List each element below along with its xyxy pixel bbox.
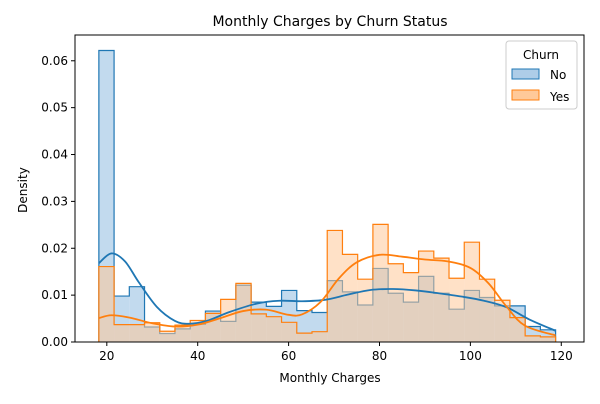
bar-yes-3 <box>144 322 160 342</box>
bar-yes-0 <box>98 266 115 342</box>
bar-yes-22 <box>433 258 450 342</box>
bar-yes-25 <box>479 279 495 342</box>
bar-yes-26 <box>494 300 510 342</box>
bar-yes-7 <box>205 313 221 342</box>
chart-title: Monthly Charges by Churn Status <box>212 14 447 30</box>
bar-yes-18 <box>372 224 389 342</box>
plot-area <box>98 49 557 343</box>
legend-label-yes: Yes <box>549 90 569 104</box>
y-tick-label: 0.03 <box>41 194 68 208</box>
x-axis-label: Monthly Charges <box>279 371 380 385</box>
kde-line-no <box>98 252 556 332</box>
bar-yes-28 <box>525 335 541 342</box>
y-tick-label: 0.04 <box>41 148 68 162</box>
legend-title: Churn <box>523 48 559 62</box>
legend: Churn No Yes <box>505 40 578 110</box>
y-tick-label: 0.00 <box>41 335 68 349</box>
bar-yes-24 <box>464 242 480 342</box>
y-tick-label: 0.02 <box>41 241 68 255</box>
y-axis-label: Density <box>16 167 30 213</box>
bar-yes-8 <box>220 299 236 342</box>
y-tick-label: 0.05 <box>41 101 68 115</box>
legend-label-no: No <box>550 68 566 82</box>
x-tick-label: 60 <box>281 349 296 363</box>
bar-yes-16 <box>342 254 358 342</box>
bar-yes-11 <box>266 316 282 342</box>
bar-yes-15 <box>327 230 343 342</box>
bar-yes-5 <box>174 325 191 342</box>
x-tick-label: 120 <box>550 349 573 363</box>
kde-line-yes <box>98 253 556 337</box>
bar-yes-21 <box>418 251 434 342</box>
bar-yes-19 <box>388 263 404 342</box>
bar-yes-17 <box>357 279 373 342</box>
bar-yes-20 <box>403 272 419 342</box>
bar-yes-29 <box>540 336 556 342</box>
series-yes-bars <box>98 223 557 342</box>
bar-yes-23 <box>449 278 465 342</box>
kde-lines <box>98 252 556 337</box>
legend-swatch-yes <box>511 89 540 101</box>
legend-swatch-no <box>511 68 540 80</box>
x-tick-label: 40 <box>190 349 205 363</box>
bar-yes-10 <box>251 313 267 342</box>
y-tick-label: 0.01 <box>41 288 68 302</box>
x-tick-label: 100 <box>459 349 482 363</box>
bar-yes-13 <box>296 333 313 342</box>
step-outline-yes <box>98 223 557 342</box>
x-tick-label: 80 <box>372 349 387 363</box>
x-tick-label: 20 <box>99 349 114 363</box>
bar-yes-27 <box>509 317 526 342</box>
bar-yes-12 <box>281 322 297 342</box>
bar-yes-14 <box>312 331 328 342</box>
bar-yes-2 <box>129 324 145 342</box>
y-tick-label: 0.06 <box>41 54 68 68</box>
bar-yes-4 <box>159 331 175 342</box>
bar-yes-9 <box>235 283 252 342</box>
axes: 20 40 60 80 100 120 0.00 0.01 0.02 0.03 0.04 0.05 0.… <box>41 34 585 363</box>
plot-frame <box>74 34 585 343</box>
bar-yes-1 <box>114 324 130 342</box>
